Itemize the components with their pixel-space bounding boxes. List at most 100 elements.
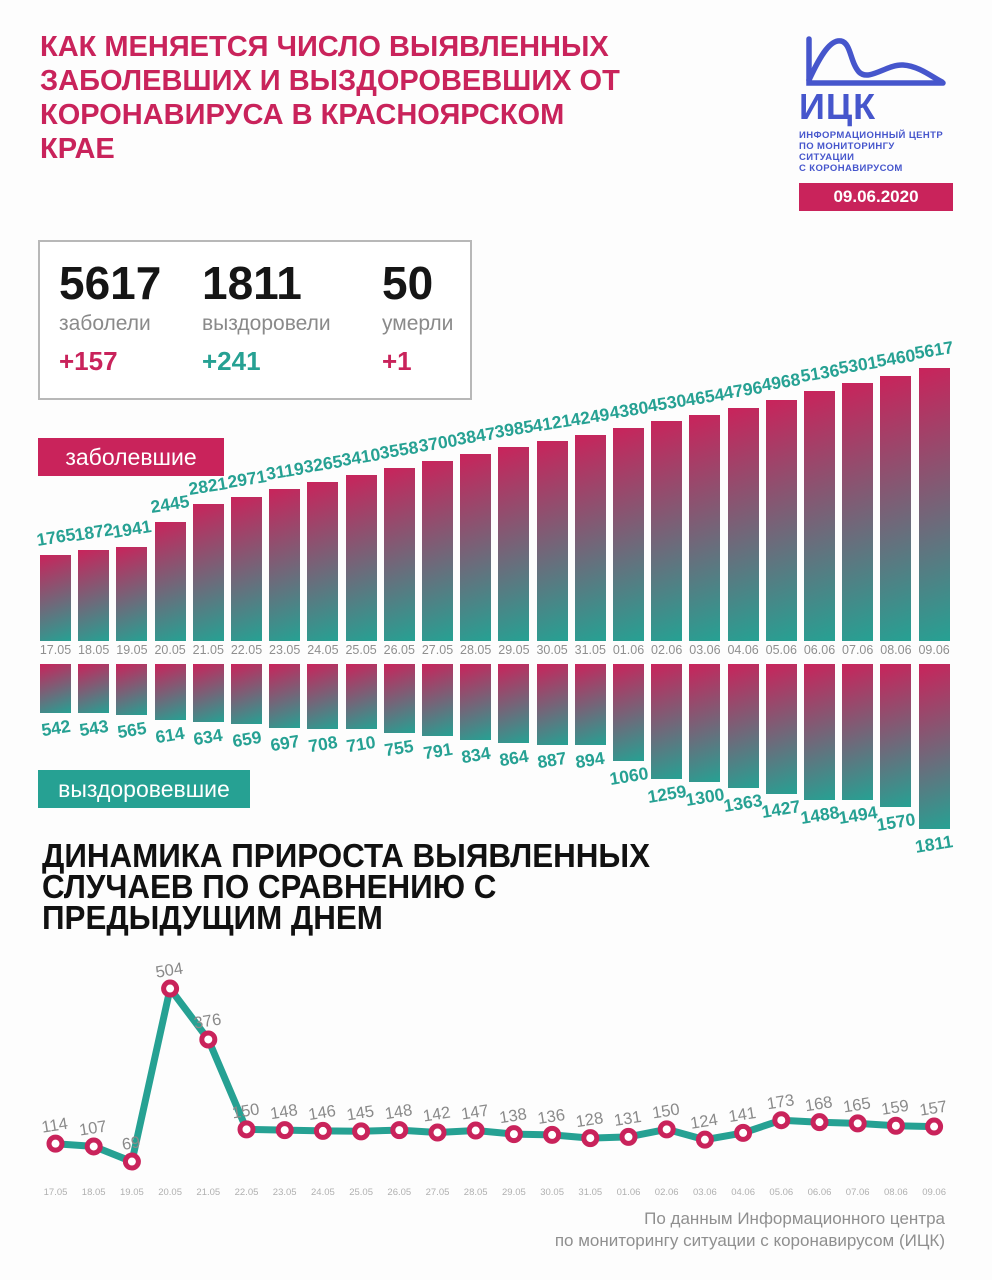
epidemic-curve-icon xyxy=(806,36,946,86)
point-value-label: 157 xyxy=(918,1098,948,1120)
date-tick: 31.05 xyxy=(574,643,606,657)
bar-value-label: 659 xyxy=(230,726,263,752)
bar-value-label: 834 xyxy=(459,742,492,768)
date-badge: 09.06.2020 xyxy=(799,183,953,211)
infected-bar xyxy=(613,428,644,641)
data-point-marker xyxy=(237,1120,256,1139)
data-point-marker xyxy=(657,1120,676,1139)
point-value-label: 138 xyxy=(498,1105,528,1127)
point-value-label: 145 xyxy=(345,1102,375,1124)
point-value-label: 165 xyxy=(842,1094,872,1116)
infected-bar xyxy=(231,496,262,641)
date-tick: 02.06 xyxy=(655,1187,679,1198)
recovered-bar xyxy=(345,664,377,729)
date-tick: 27.05 xyxy=(421,643,454,657)
date-tick: 04.06 xyxy=(731,1187,755,1198)
bar-value-label: 1300 xyxy=(684,784,726,811)
daily-increase-line xyxy=(55,985,935,1166)
infected-bar xyxy=(345,475,377,641)
date-tick: 18.05 xyxy=(78,643,110,657)
recovered-bar xyxy=(231,664,262,725)
date-tick: 01.06 xyxy=(612,643,645,657)
data-point-marker xyxy=(199,1030,218,1049)
date-tick: 17.05 xyxy=(44,1187,68,1198)
infected-bar xyxy=(460,454,492,641)
infected-bar xyxy=(918,368,950,641)
stat-value: 50 xyxy=(382,257,434,309)
date-tick: 17.05 xyxy=(39,643,72,657)
date-tick: 21.05 xyxy=(192,643,224,657)
bar-value-label: 4796 xyxy=(722,376,764,403)
recovered-bar xyxy=(40,664,71,714)
date-tick: 26.05 xyxy=(383,643,415,657)
point-value-label: 136 xyxy=(536,1106,566,1128)
page-title: КАК МЕНЯЕТСЯ ЧИСЛО ВЫЯВЛЕННЫХ ЗАБОЛЕВШИХ… xyxy=(40,30,780,166)
recovered-bar xyxy=(689,664,721,783)
date-tick: 22.05 xyxy=(235,1187,259,1198)
date-tick: 02.06 xyxy=(651,643,683,657)
legend-recovered: выздоровевшие xyxy=(38,770,250,808)
data-point-marker xyxy=(161,979,180,998)
infected-bar xyxy=(498,447,530,641)
point-value-label: 376 xyxy=(193,1010,223,1032)
bar-value-label: 4530 xyxy=(645,389,688,416)
date-tick: 28.05 xyxy=(464,1187,488,1198)
data-point-marker xyxy=(466,1121,485,1140)
date-tick: 23.05 xyxy=(273,1187,297,1198)
infected-bar xyxy=(269,489,301,641)
date-tick: 21.05 xyxy=(196,1187,220,1198)
bar-value-label: 1363 xyxy=(722,790,764,817)
logo-abbr: ИЦК xyxy=(799,86,877,127)
stat-value: 1811 xyxy=(202,257,302,309)
bar-value-label: 1811 xyxy=(913,831,955,857)
bar-value-label: 5136 xyxy=(798,360,841,387)
bar-value-label: 4968 xyxy=(760,368,803,395)
bar-value-label: 1570 xyxy=(875,809,917,835)
date-tick: 20.05 xyxy=(154,643,186,657)
recovered-bar xyxy=(422,664,453,737)
date-tick: 22.05 xyxy=(230,643,263,657)
stat-recovered: 1811 выздоровели +241 xyxy=(202,258,331,377)
recovered-bar-chart: 542 543 565 614 634 659 697 708 710 755 791 834 864 8… xyxy=(39,664,955,864)
point-value-label: 141 xyxy=(727,1104,757,1126)
stat-label: выздоровели xyxy=(202,312,331,335)
infected-bar xyxy=(804,391,835,641)
bar-value-label: 887 xyxy=(536,747,569,772)
date-tick: 05.06 xyxy=(769,1187,793,1198)
ick-logo: ИЦК ИНФОРМАЦИОННЫЙ ЦЕНТР ПО МОНИТОРИНГУ … xyxy=(799,36,953,211)
bar-value-label: 2445 xyxy=(149,491,191,518)
date-tick: 24.05 xyxy=(311,1187,335,1198)
point-value-label: 146 xyxy=(307,1102,337,1124)
recovered-bar xyxy=(880,664,912,808)
bar-value-label: 614 xyxy=(154,722,187,748)
date-tick: 29.05 xyxy=(498,643,530,657)
point-value-label: 107 xyxy=(78,1117,108,1139)
bar-value-label: 3985 xyxy=(493,416,535,443)
bar-value-label: 3700 xyxy=(416,430,459,457)
infected-bar xyxy=(727,407,759,641)
infected-bar xyxy=(536,440,568,641)
legend-infected: заболевшие xyxy=(38,438,224,476)
infected-bar xyxy=(192,503,224,641)
date-tick: 19.05 xyxy=(116,643,148,657)
source-note-line: по мониторингу ситуации с коронавирусом … xyxy=(554,1231,945,1250)
recovered-bar xyxy=(307,664,339,729)
date-tick: 07.06 xyxy=(846,1187,870,1198)
date-tick: 09.06 xyxy=(922,1187,946,1198)
point-value-label: 148 xyxy=(269,1101,299,1123)
data-point-marker xyxy=(313,1121,332,1140)
point-value-label: 148 xyxy=(384,1101,414,1123)
logo-subtitle-line: ПО МОНИТОРИНГУ СИТУАЦИИ xyxy=(799,141,895,163)
bar-value-label: 864 xyxy=(497,745,530,770)
data-point-marker xyxy=(352,1122,371,1141)
date-tick: 23.05 xyxy=(269,643,301,657)
bar-value-label: 543 xyxy=(77,716,110,741)
recovered-bar xyxy=(78,664,110,714)
bar-value-label: 1427 xyxy=(760,796,803,822)
data-point-marker xyxy=(581,1129,600,1148)
data-point-marker xyxy=(46,1134,65,1153)
point-value-label: 128 xyxy=(575,1109,605,1131)
infected-bar xyxy=(574,434,606,641)
date-tick: 29.05 xyxy=(502,1187,526,1198)
